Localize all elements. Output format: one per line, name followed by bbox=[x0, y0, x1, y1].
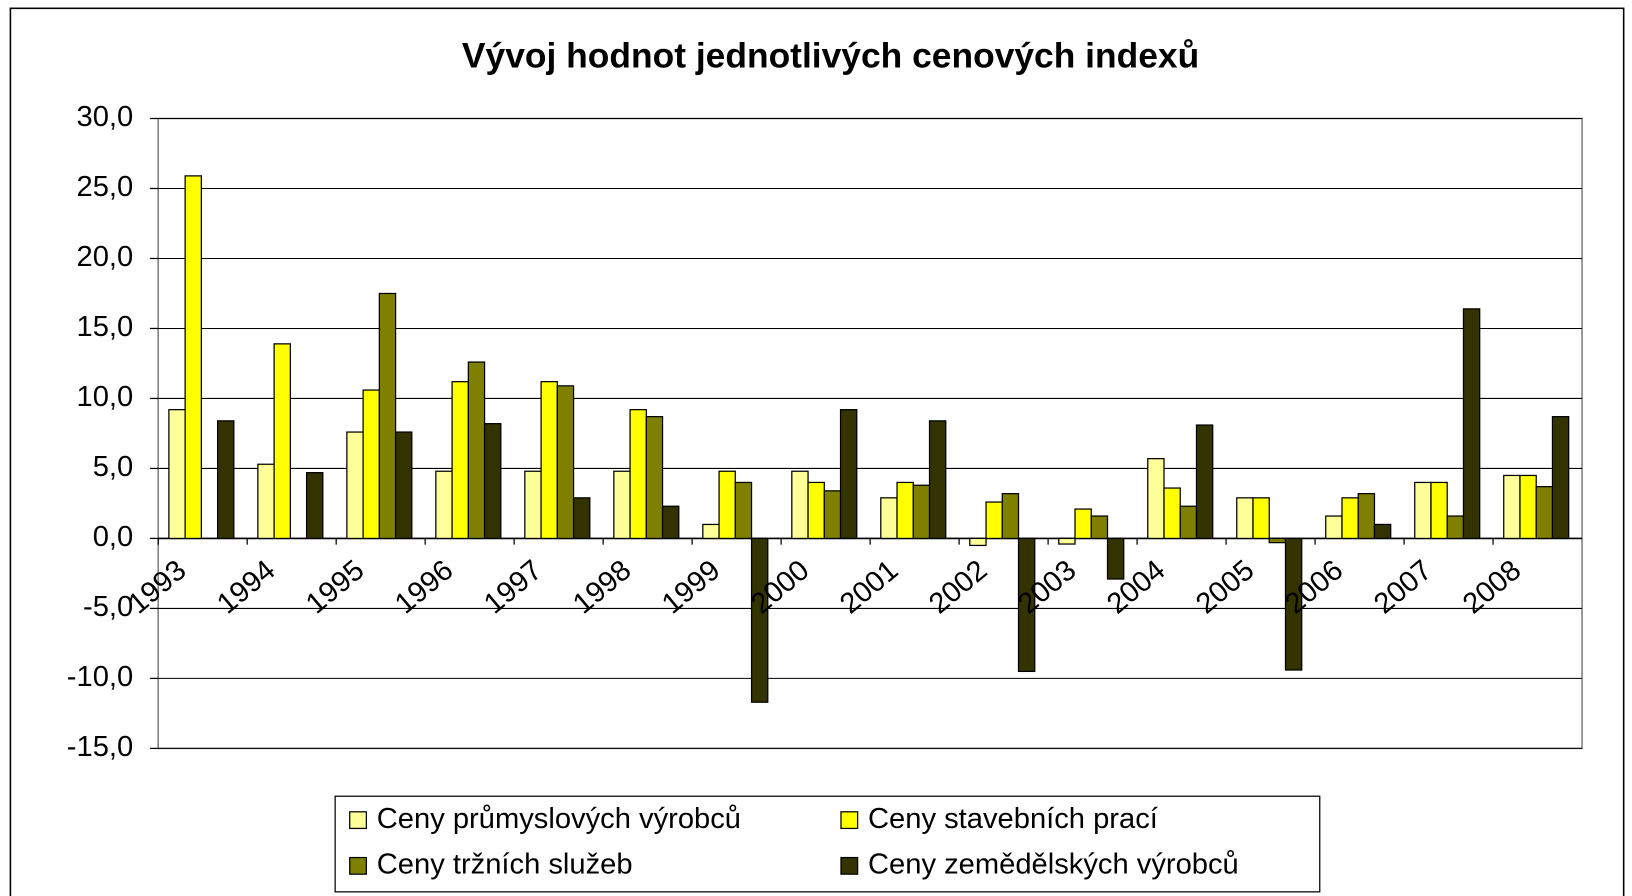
bar bbox=[750, 537, 769, 703]
y-tick-label: 30,0 bbox=[77, 101, 134, 133]
bar bbox=[394, 431, 413, 540]
bar bbox=[572, 497, 591, 540]
bar bbox=[807, 481, 825, 540]
bar bbox=[524, 470, 542, 540]
bar bbox=[305, 472, 324, 540]
y-tick-label: 25,0 bbox=[77, 171, 134, 203]
legend-label: Ceny zemědělských výrobců bbox=[868, 849, 1239, 881]
bar bbox=[661, 505, 680, 540]
bar bbox=[985, 501, 1003, 540]
bar bbox=[1357, 493, 1376, 540]
bar bbox=[1074, 508, 1092, 540]
bar bbox=[1017, 537, 1036, 673]
bar bbox=[362, 389, 380, 540]
bar bbox=[435, 470, 453, 540]
bar bbox=[346, 431, 364, 540]
bar bbox=[1341, 497, 1359, 540]
bar bbox=[823, 490, 842, 540]
bar bbox=[556, 385, 575, 540]
bar bbox=[839, 409, 858, 540]
y-tick-label: 15,0 bbox=[77, 311, 134, 343]
bar bbox=[1503, 474, 1521, 540]
y-tick-label: -15,0 bbox=[67, 731, 133, 763]
bar bbox=[718, 470, 736, 540]
y-tick-label: -5,0 bbox=[83, 591, 133, 623]
bar bbox=[1535, 486, 1554, 540]
chart-title: Vývoj hodnot jednotlivých cenových index… bbox=[462, 37, 1199, 76]
bar bbox=[912, 484, 931, 540]
bar bbox=[1462, 308, 1481, 540]
bar bbox=[629, 409, 647, 540]
bar bbox=[1147, 458, 1165, 540]
bar bbox=[734, 481, 753, 540]
bar bbox=[184, 175, 202, 540]
y-tick-label: -10,0 bbox=[67, 661, 133, 693]
bar bbox=[216, 420, 235, 540]
bar bbox=[1414, 481, 1432, 540]
bar bbox=[483, 423, 502, 540]
bar bbox=[1163, 487, 1181, 540]
bar bbox=[1373, 523, 1392, 540]
bar bbox=[702, 523, 720, 540]
bar bbox=[1519, 474, 1537, 540]
bar bbox=[168, 409, 186, 540]
legend-swatch bbox=[349, 811, 367, 830]
bar bbox=[1195, 424, 1214, 540]
bar bbox=[1551, 416, 1570, 540]
bar bbox=[1252, 497, 1270, 540]
bar bbox=[1446, 515, 1465, 540]
bar bbox=[645, 416, 664, 540]
bar bbox=[1268, 537, 1287, 544]
legend-swatch bbox=[349, 856, 367, 875]
bar bbox=[467, 361, 486, 540]
bar bbox=[451, 381, 469, 540]
y-tick-label: 10,0 bbox=[77, 381, 134, 413]
bar bbox=[1179, 505, 1198, 540]
legend bbox=[334, 795, 1321, 893]
bar bbox=[1106, 537, 1125, 580]
bar bbox=[1236, 497, 1254, 540]
bar bbox=[791, 470, 809, 540]
bar bbox=[1430, 481, 1448, 540]
y-tick-label: 0,0 bbox=[93, 521, 133, 553]
bar bbox=[1058, 537, 1076, 545]
bar bbox=[1001, 493, 1020, 540]
y-tick-label: 20,0 bbox=[77, 241, 134, 273]
legend-label: Ceny stavebních prací bbox=[868, 803, 1158, 835]
bar bbox=[928, 420, 947, 540]
legend-swatch bbox=[840, 856, 859, 875]
bar bbox=[896, 481, 914, 540]
bar bbox=[613, 470, 631, 540]
legend-swatch bbox=[840, 811, 859, 830]
bar bbox=[1090, 515, 1109, 540]
bar bbox=[1284, 537, 1303, 671]
bar bbox=[540, 381, 558, 540]
y-tick-label: 5,0 bbox=[93, 451, 133, 483]
bar bbox=[257, 463, 275, 540]
bar bbox=[880, 497, 898, 540]
bar bbox=[273, 343, 291, 540]
legend-label: Ceny průmyslových výrobců bbox=[377, 803, 741, 835]
bar bbox=[969, 537, 987, 547]
legend-label: Ceny tržních služeb bbox=[377, 849, 633, 881]
bar bbox=[1325, 515, 1343, 540]
bar bbox=[378, 292, 397, 540]
